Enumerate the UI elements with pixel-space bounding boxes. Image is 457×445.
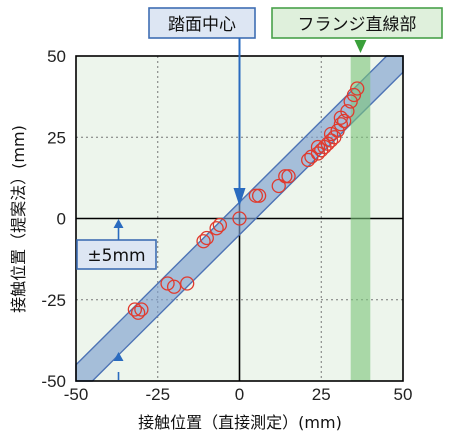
data-point — [346, 87, 362, 103]
data-point — [336, 113, 352, 129]
data-point — [281, 169, 296, 184]
data-point — [330, 123, 345, 138]
data-point — [127, 302, 143, 317]
x-tick-label: -25 — [145, 385, 170, 404]
data-point — [350, 81, 365, 96]
y-tick-label: 25 — [47, 128, 66, 147]
flange-region — [350, 56, 371, 381]
data-point — [343, 94, 358, 109]
data-point — [271, 178, 286, 194]
tolerance-arrowhead-down — [113, 352, 124, 361]
data-point — [333, 117, 349, 132]
y-tick-label: 0 — [57, 210, 66, 229]
data-point — [340, 104, 355, 119]
data-markers — [127, 81, 365, 320]
data-point — [323, 126, 339, 142]
data-point — [278, 169, 293, 184]
data-point — [323, 133, 339, 148]
x-tick-label: 25 — [312, 385, 331, 404]
x-tick-labels: -50 -25 0 25 50 — [64, 385, 413, 404]
tolerance-callout: ±5mm — [76, 219, 157, 380]
data-point — [232, 211, 247, 226]
x-axis-title: 接触位置（直接測定）(mm) — [138, 413, 342, 432]
data-point — [251, 188, 267, 203]
data-point — [248, 188, 264, 203]
data-point — [212, 217, 228, 233]
flange-arrowhead — [354, 40, 367, 53]
tread-center-box — [148, 7, 256, 39]
tolerance-arrowhead-up — [113, 219, 124, 228]
data-point — [166, 279, 182, 294]
data-point — [134, 302, 149, 317]
x-tick-label: 50 — [394, 385, 413, 404]
data-point — [196, 234, 211, 249]
flange-label: フランジ直線部 — [298, 15, 417, 35]
flange-callout: フランジ直線部 — [271, 7, 443, 53]
tolerance-label: ±5mm — [87, 246, 145, 266]
y-tick-label: -25 — [41, 291, 66, 310]
tread-center-arrowhead — [233, 188, 246, 207]
x-tick-label: 0 — [235, 385, 244, 404]
data-point — [209, 221, 224, 236]
y-tick-label: 50 — [47, 47, 66, 66]
tread-center-label: 踏面中心 — [168, 15, 236, 35]
data-point — [199, 230, 214, 246]
tread-center-callout: 踏面中心 — [148, 7, 256, 207]
y-tick-labels: 50 25 0 -25 -50 — [41, 47, 66, 391]
data-point — [327, 130, 342, 145]
x-tick-label: -50 — [64, 385, 89, 404]
data-point — [304, 149, 319, 164]
y-tick-label: -50 — [41, 372, 66, 391]
flange-box — [271, 7, 443, 39]
data-point — [301, 152, 316, 168]
data-point — [180, 276, 195, 291]
y-axis-title: 接触位置（提案法）(mm) — [9, 125, 28, 313]
data-point — [160, 276, 175, 291]
data-point — [130, 305, 146, 320]
tolerance-box — [76, 239, 157, 270]
data-point — [310, 139, 326, 155]
